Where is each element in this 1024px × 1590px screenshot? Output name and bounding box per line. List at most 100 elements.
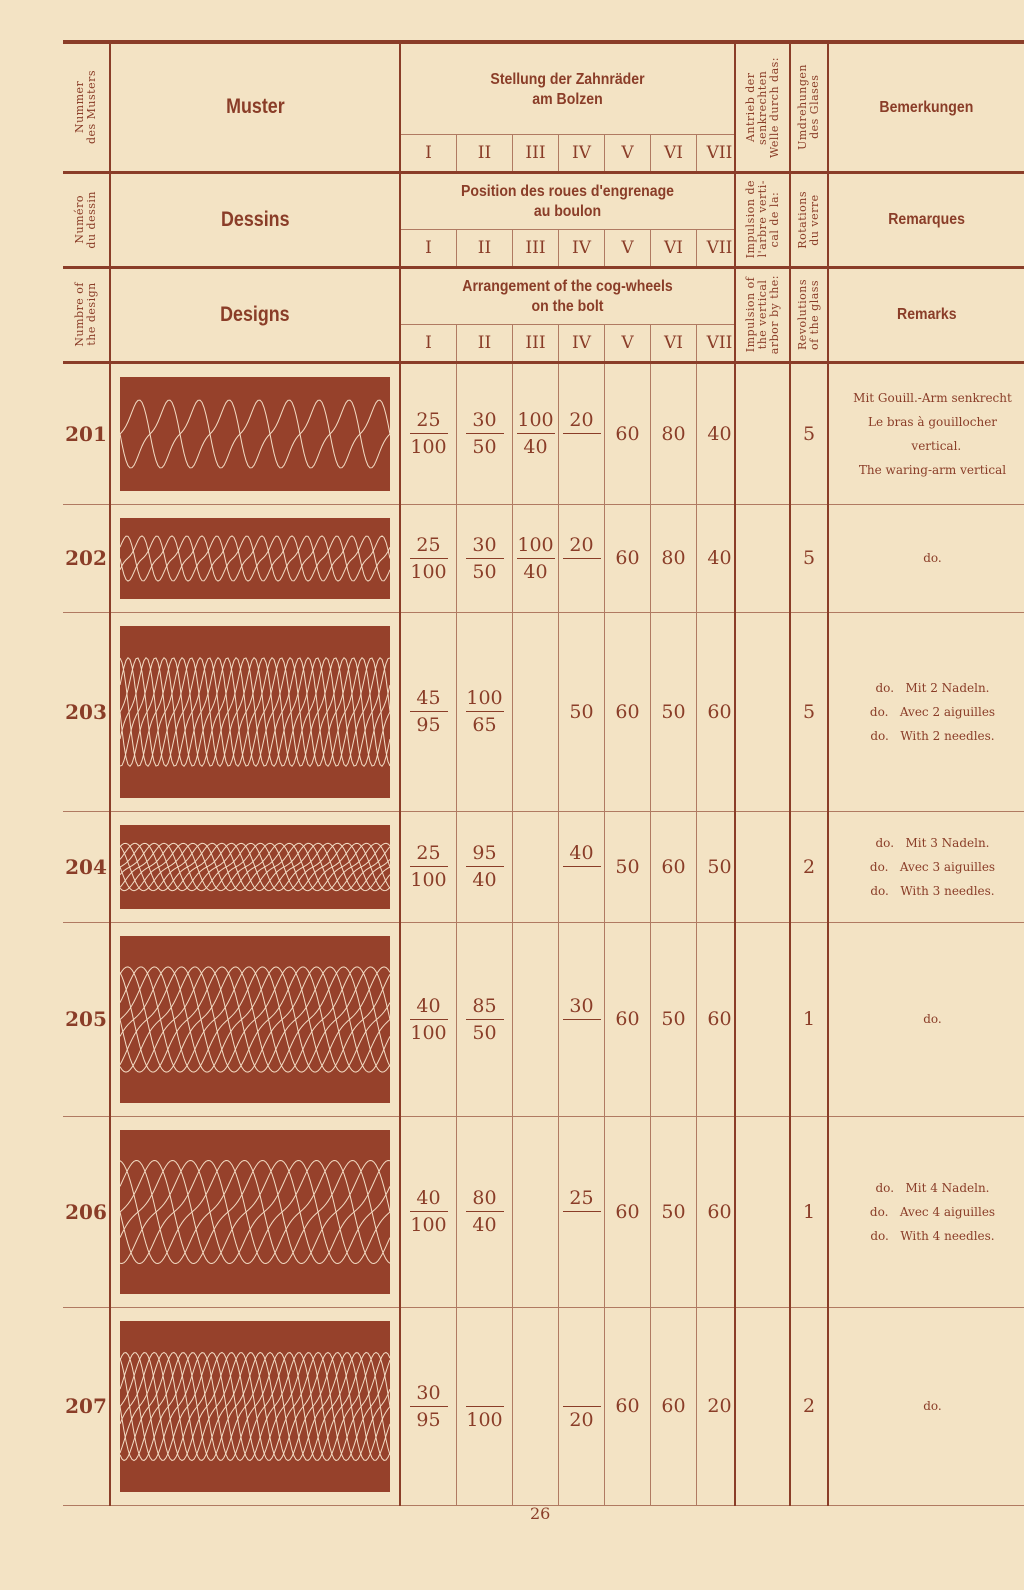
gear-fraction: 20 bbox=[562, 407, 601, 460]
gear-fraction: 30 bbox=[562, 993, 601, 1046]
pattern-line bbox=[120, 656, 390, 767]
revolutions-value: 2 bbox=[802, 1395, 816, 1417]
gear-fraction: 45 95 bbox=[409, 685, 448, 738]
number-header: Nummer des Musters bbox=[73, 70, 98, 145]
revolutions-value: 1 bbox=[802, 1008, 816, 1030]
pattern-background bbox=[120, 376, 390, 491]
design-pattern-image bbox=[120, 376, 390, 491]
gear-fraction: 25 100 bbox=[409, 842, 448, 891]
gear-value: 60 bbox=[615, 1200, 640, 1223]
remark-line: Le bras à gouillocher bbox=[867, 414, 998, 429]
pattern-line bbox=[120, 399, 390, 468]
gears-title: Stellung der Zahnräder bbox=[490, 70, 645, 88]
design-number: 207 bbox=[65, 1394, 107, 1418]
gear-cells: 40 100 80 40 25 60 50 60 bbox=[401, 1116, 734, 1307]
fraction-bar bbox=[516, 433, 555, 434]
fraction-bar bbox=[409, 557, 448, 559]
revolutions-value: 5 bbox=[802, 547, 816, 569]
gear-value: 50 bbox=[661, 1200, 686, 1223]
remark-line: do. Mit 3 Nadeln. bbox=[875, 835, 990, 850]
gears-title: Arrangement of the cog-wheels bbox=[462, 278, 673, 295]
fraction-bar bbox=[409, 866, 448, 867]
gear-column-header: IV bbox=[558, 134, 604, 171]
fraction-bar bbox=[562, 433, 601, 434]
remarks-header: Remarques bbox=[888, 211, 965, 228]
gears-subtitle: au boulon bbox=[533, 203, 602, 220]
gear-column-header: VII bbox=[696, 229, 742, 266]
pattern-line bbox=[120, 656, 390, 767]
gear-fraction: 100 40 bbox=[516, 533, 555, 583]
drive-header: Impulsion of the vertical arbor by the: bbox=[743, 274, 781, 355]
gear-column-header: II bbox=[456, 324, 512, 361]
gear-column-header: VI bbox=[650, 324, 696, 361]
gear-column-header: II bbox=[456, 229, 512, 266]
design-header: Designs bbox=[220, 302, 290, 326]
design-number: 201 bbox=[65, 421, 107, 446]
gear-value: 60 bbox=[615, 547, 640, 569]
fraction-bar bbox=[409, 711, 448, 712]
remark-line: do. Avec 2 aiguilles bbox=[869, 704, 996, 719]
header-row-french: Numéro du dessin Dessins Position des ro… bbox=[63, 172, 1024, 269]
remark-line: do. bbox=[923, 1399, 942, 1413]
gears-subtitle: am Bolzen bbox=[532, 90, 603, 108]
remark-line: vertical. bbox=[903, 438, 962, 453]
design-pattern-image bbox=[120, 935, 390, 1103]
gear-column-header: III bbox=[512, 229, 558, 266]
pattern-line bbox=[120, 842, 390, 891]
design-number: 203 bbox=[65, 699, 107, 724]
remark-line: Mit Gouill.-Arm senkrecht bbox=[853, 390, 1012, 405]
gear-cells: 25 100 95 40 40 50 60 50 bbox=[401, 811, 734, 922]
fraction-bar bbox=[465, 866, 504, 867]
pattern-line bbox=[120, 842, 390, 891]
gear-value: 20 bbox=[707, 1395, 732, 1417]
gear-value: 60 bbox=[615, 1395, 640, 1417]
number-header: Numbre of the design bbox=[73, 282, 98, 347]
gear-fraction: 25 100 bbox=[409, 533, 448, 583]
fraction-bar bbox=[516, 557, 555, 559]
gear-value: 60 bbox=[615, 422, 640, 445]
pattern-line bbox=[120, 1351, 390, 1461]
gear-fraction: 80 40 bbox=[465, 1185, 504, 1238]
pattern-line bbox=[120, 399, 390, 468]
remark-line: do. With 3 needles. bbox=[870, 883, 995, 898]
gear-cells: 25 100 30 50 100 40 20 60 80 40 bbox=[401, 504, 734, 612]
table-row: 207 30 95 100 20 60 60 20 2 do. bbox=[63, 1307, 1024, 1506]
pattern-line bbox=[120, 1351, 390, 1461]
pattern-line bbox=[120, 842, 390, 891]
gear-fraction: 30 50 bbox=[465, 532, 504, 585]
design-number: 205 bbox=[65, 1007, 107, 1031]
design-pattern-image bbox=[120, 1129, 390, 1294]
gear-cells: 25 100 30 50 100 40 20 60 80 40 bbox=[401, 363, 734, 504]
remarks-header: Remarks bbox=[896, 306, 957, 323]
fraction-bar bbox=[562, 1405, 601, 1407]
gear-fraction: 20 bbox=[562, 1380, 601, 1433]
gear-value: 80 bbox=[661, 547, 686, 569]
remark-line: do. bbox=[923, 1012, 942, 1026]
design-pattern-image bbox=[120, 517, 390, 599]
table-row: 202 25 100 30 50 100 40 20 60 80 40 5 do. bbox=[63, 504, 1024, 613]
pattern-line bbox=[120, 1159, 390, 1264]
drive-header: Antrieb der senkrechten Welle durch das: bbox=[743, 56, 781, 158]
revolutions-header: Revolutions of the glass bbox=[796, 278, 821, 351]
pattern-line bbox=[120, 842, 390, 891]
gear-column-header: V bbox=[604, 229, 650, 266]
gear-column-header: VII bbox=[696, 324, 742, 361]
remark-line: The waring-arm vertical bbox=[858, 462, 1007, 477]
pattern-line bbox=[120, 842, 390, 891]
gear-value: 50 bbox=[661, 700, 686, 723]
gear-fraction: 100 65 bbox=[465, 687, 504, 736]
pattern-line bbox=[120, 1351, 390, 1461]
revolutions-value: 5 bbox=[802, 422, 816, 445]
table-row: 205 40 100 85 50 30 60 50 60 1 do. bbox=[63, 922, 1024, 1117]
design-number: 202 bbox=[65, 546, 107, 570]
gear-value: 60 bbox=[615, 700, 640, 723]
pattern-table: Nummer des Musters Muster Stellung der Z… bbox=[63, 40, 1024, 1506]
pattern-line bbox=[120, 1351, 390, 1461]
number-header: Numéro du dessin bbox=[73, 190, 98, 249]
pattern-line bbox=[120, 1159, 390, 1264]
header-row-english: Numbre of the design Designs Arrangement… bbox=[63, 267, 1024, 364]
revolutions-header: Umdrehungen des Glases bbox=[796, 64, 821, 151]
gear-column-header: V bbox=[604, 134, 650, 171]
gear-value: 60 bbox=[707, 1008, 732, 1030]
revolutions-value: 5 bbox=[802, 700, 816, 723]
